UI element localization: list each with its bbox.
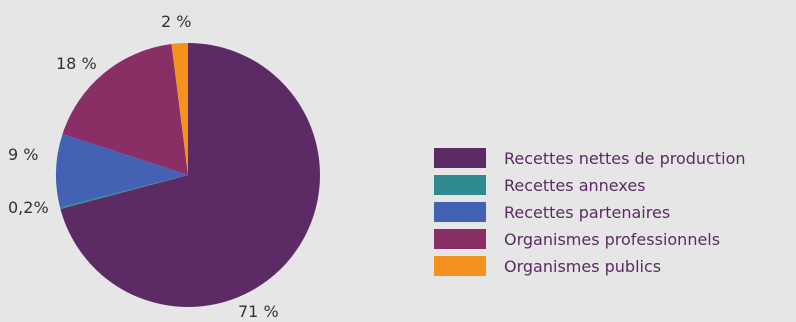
- legend-label: Recettes nettes de production: [504, 148, 746, 168]
- pie-slice-organismes-publics: [171, 43, 188, 175]
- pie-slice-recettes-nettes-de-production: [60, 43, 320, 308]
- pie-slice-recettes-partenaires: [56, 133, 189, 208]
- legend-label: Recettes annexes: [504, 175, 646, 195]
- legend-item-organismes-professionnels: Organismes professionnels: [434, 227, 796, 251]
- legend-swatch: [434, 202, 486, 222]
- pie-slice-organismes-professionnels: [62, 44, 189, 175]
- legend-swatch: [434, 175, 486, 195]
- pie-slice-labels: 2 % 18 % 9 % 0,2% 71 %: [8, 12, 279, 321]
- legend-label: Organismes publics: [504, 256, 662, 276]
- legend-label: Organismes professionnels: [504, 229, 721, 249]
- slice-label-organismes-professionnels: 18 %: [56, 54, 97, 73]
- legend-item-recettes-nettes-de-production: Recettes nettes de production: [434, 146, 796, 170]
- legend-swatch: [434, 256, 486, 276]
- pie-slices: [56, 43, 320, 308]
- legend-item-recettes-annexes: Recettes annexes: [434, 173, 796, 197]
- slice-label-recettes-partenaires: 9 %: [8, 145, 38, 164]
- slice-label-recettes-annexes: 0,2%: [8, 198, 49, 217]
- legend-item-recettes-partenaires: Recettes partenaires: [434, 200, 796, 224]
- pie-slice-recettes-annexes: [60, 175, 188, 209]
- legend-item-organismes-publics: Organismes publics: [434, 254, 796, 278]
- legend-swatch: [434, 148, 486, 168]
- legend-swatch: [434, 229, 486, 249]
- chart-legend: Recettes nettes de production Recettes a…: [434, 146, 796, 281]
- legend-label: Recettes partenaires: [504, 202, 671, 222]
- slice-label-organismes-publics: 2 %: [161, 12, 191, 31]
- slice-label-recettes-nettes-de-production: 71 %: [238, 302, 279, 321]
